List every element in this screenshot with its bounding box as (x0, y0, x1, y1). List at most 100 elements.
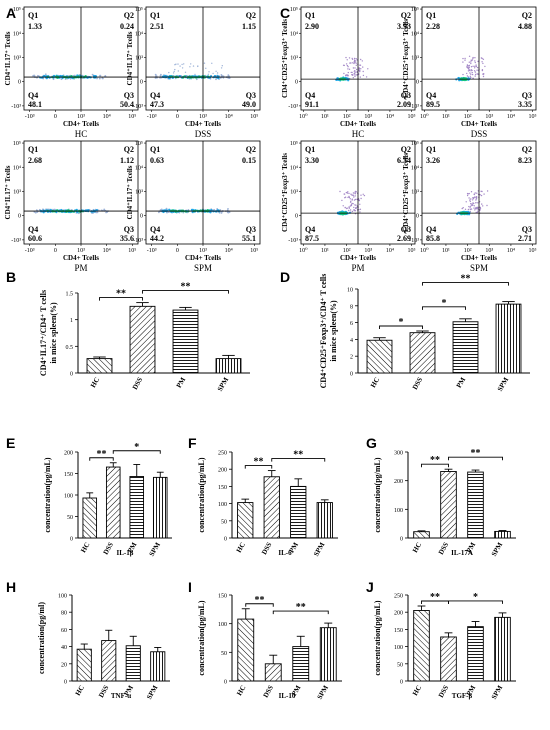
quadrant-value-q4: 87.5 (305, 234, 319, 243)
quadrant-label-q1: Q1 (426, 11, 436, 20)
bar-dss (409, 332, 436, 374)
y-ticks: 0 50 100 150 (218, 594, 232, 686)
x-tick-label: 10² (343, 114, 351, 120)
y-tick-label: 0 (295, 214, 298, 220)
y-tick-label: 150 (218, 485, 227, 491)
x-tick-label: 0 (54, 114, 57, 120)
y-tick-label: 40 (61, 645, 67, 651)
quadrant-label-q3: Q3 (124, 225, 134, 234)
quadrant-value-q4: 47.3 (150, 100, 164, 109)
panel-label-b: B (6, 269, 16, 285)
quadrant-label-q4: Q4 (426, 225, 436, 234)
category-label-hc: HC (411, 541, 423, 554)
y-tick-label: 200 (64, 451, 73, 457)
y-tick-label: 10⁴ (411, 31, 419, 37)
significance-bracket (99, 297, 143, 301)
panel-label-a: A (6, 5, 16, 21)
y-tick-labels: -10³ 0 10³ 10⁴ 10⁵ (288, 7, 301, 110)
y-tick-label: 20 (61, 662, 67, 668)
x-tick-label: 10⁴ (507, 114, 515, 120)
significance-bracket (245, 603, 274, 607)
y-tick-label: 8 (350, 304, 353, 310)
category-label-hc: HC (369, 376, 381, 389)
significance-bracket (142, 290, 229, 294)
y-tick-label: -10³ (288, 104, 298, 110)
x-tick-label: 10⁴ (386, 248, 394, 254)
y-axis-title: CD4⁺CD25⁺Foxp3⁺ Tcells (402, 19, 410, 98)
bar-dss (263, 476, 280, 539)
category-label-pm: PM (455, 376, 468, 390)
significance-marker: ** (296, 602, 306, 613)
significance-marker: * (442, 298, 447, 309)
y-tick-label: 10³ (411, 55, 419, 61)
quadrant-label-q2: Q2 (522, 11, 532, 20)
quadrant-value-q4: 85.8 (426, 234, 440, 243)
quadrant-value-q1: 2.90 (305, 22, 319, 31)
y-tick-label: 10⁴ (13, 31, 21, 37)
quadrant-label-q4: Q4 (305, 225, 315, 234)
bar-hc (413, 531, 430, 539)
significance-brackets: ** ** (245, 595, 329, 615)
bars: HC DSS PM SPM (366, 301, 522, 393)
category-label-dss: DSS (131, 376, 144, 391)
y-tick-label: 150 (394, 628, 403, 634)
y-ticks: 0 50 100 150 200 250 (394, 594, 408, 686)
panel-label-j: J (366, 579, 374, 595)
bar-pm (452, 321, 479, 374)
y-tick-label: 300 (394, 451, 403, 457)
significance-marker: ** (461, 274, 471, 285)
quadrant-value-q3: 50.4 (120, 100, 134, 109)
y-tick-label: -10³ (409, 104, 419, 110)
quadrant-label-q3: Q3 (401, 225, 411, 234)
y-tick-label: 0 (70, 372, 73, 378)
bar-spm (319, 627, 337, 682)
x-axis-title: IL-6 (278, 549, 292, 557)
group-label: PM (74, 263, 87, 273)
x-axis-title: CD4+ Tcells (63, 254, 99, 262)
x-tick-label: -10³ (147, 248, 157, 254)
x-tick-label: 10⁵ (250, 114, 258, 120)
y-tick-label: 10⁴ (135, 31, 143, 37)
bar-dss (101, 640, 117, 682)
x-tick-label: 10³ (364, 114, 372, 120)
group-label: HC (352, 129, 365, 139)
quadrant-label-q2: Q2 (401, 11, 411, 20)
y-tick-label: 0 (400, 680, 403, 686)
quadrant-label-q4: Q4 (426, 91, 436, 100)
y-tick-label: 0 (350, 372, 353, 378)
significance-bracket (448, 600, 503, 604)
bar-dss (440, 471, 457, 539)
quadrant-label-q2: Q2 (401, 145, 411, 154)
y-tick-label: 10⁵ (135, 141, 143, 147)
category-label-hc: HC (235, 684, 247, 697)
y-tick-label: 0 (295, 80, 298, 86)
significance-brackets: *** (421, 592, 503, 605)
x-tick-label: 10⁵ (529, 114, 537, 120)
quadrant-label-q2: Q2 (246, 145, 256, 154)
y-tick-label: 10³ (135, 189, 143, 195)
x-tick-labels: -10³ 0 10³ 10⁴ 10⁵ (147, 110, 258, 120)
y-tick-label: -10³ (133, 238, 143, 244)
y-axis-title: CD4⁺CD25⁺Foxp3⁺/CD4⁺ T cellsin mice sple… (319, 274, 338, 389)
bar-spm (495, 303, 522, 374)
y-tick-label: 100 (218, 622, 227, 628)
y-axis-title: concentration(pg/mL) (373, 457, 382, 532)
bar-pm (125, 645, 141, 682)
x-tick-label: 10³ (485, 114, 493, 120)
x-axis-title: IL-1β (117, 549, 134, 557)
quadrant-label-q1: Q1 (305, 145, 315, 154)
category-label-dss: DSS (437, 684, 450, 699)
y-axis-title: CD4⁺IL17⁺ Tcells (4, 165, 12, 219)
x-tick-label: 10⁵ (250, 248, 258, 254)
quadrant-label-q1: Q1 (305, 11, 315, 20)
significance-marker: * (473, 592, 478, 603)
x-tick-label: 10³ (199, 114, 207, 120)
quadrant-value-q2: 4.88 (518, 22, 532, 31)
significance-marker: * (399, 317, 404, 328)
